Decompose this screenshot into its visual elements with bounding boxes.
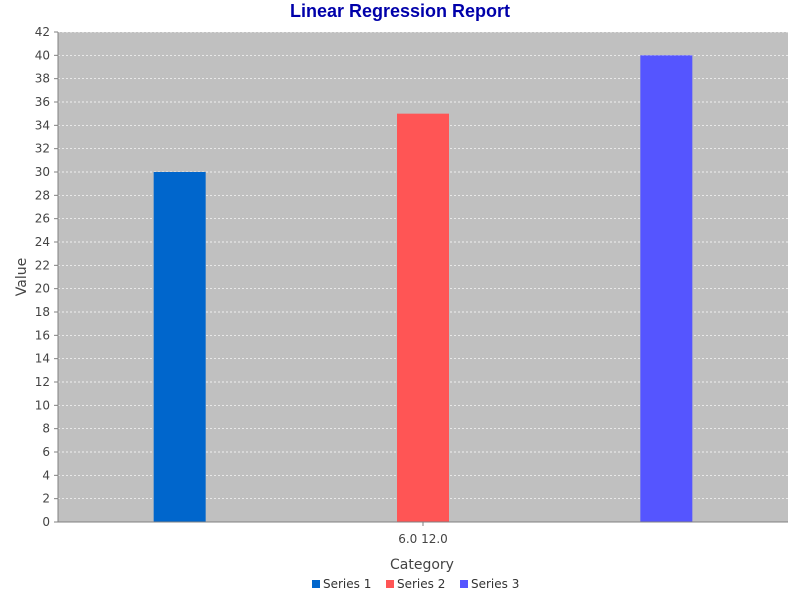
y-axis-label: Value xyxy=(14,258,30,296)
legend-label: Series 3 xyxy=(471,577,519,591)
y-tick-label: 36 xyxy=(35,95,50,109)
legend-label: Series 1 xyxy=(323,577,371,591)
y-tick-label: 12 xyxy=(35,375,50,389)
y-tick-label: 28 xyxy=(35,188,50,202)
y-tick-label: 30 xyxy=(35,165,50,179)
y-tick-label: 2 xyxy=(42,492,50,506)
x-axis-label: Category xyxy=(390,557,454,573)
y-tick-label: 26 xyxy=(35,212,50,226)
chart-title: Linear Regression Report xyxy=(290,1,510,21)
y-tick-label: 10 xyxy=(35,398,50,412)
y-tick-label: 40 xyxy=(35,48,50,62)
legend: Series 1 Series 2 Series 3 xyxy=(312,577,519,591)
y-tick-label: 14 xyxy=(35,352,50,366)
y-tick-label: 22 xyxy=(35,258,50,272)
y-tick-label: 0 xyxy=(42,515,50,529)
y-tick-label: 42 xyxy=(35,25,50,39)
x-ticks: 6.0 12.0 xyxy=(398,522,448,546)
bars xyxy=(153,55,693,523)
y-tick-label: 24 xyxy=(35,235,50,249)
bar-series-1 xyxy=(153,172,206,522)
y-tick-label: 34 xyxy=(35,118,50,132)
legend-swatch xyxy=(386,580,394,588)
y-tick-label: 8 xyxy=(42,422,50,436)
legend-swatch xyxy=(312,580,320,588)
y-tick-label: 32 xyxy=(35,142,50,156)
y-tick-label: 4 xyxy=(42,468,50,482)
y-tick-label: 18 xyxy=(35,305,50,319)
y-tick-label: 38 xyxy=(35,72,50,86)
y-tick-label: 6 xyxy=(42,445,50,459)
bar-series-3 xyxy=(640,55,693,522)
y-tick-label: 16 xyxy=(35,328,50,342)
x-tick-label: 6.0 12.0 xyxy=(398,532,448,546)
bar-series-2 xyxy=(397,113,449,523)
legend-swatch xyxy=(460,580,468,588)
legend-label: Series 2 xyxy=(397,577,445,591)
y-tick-label: 20 xyxy=(35,282,50,296)
